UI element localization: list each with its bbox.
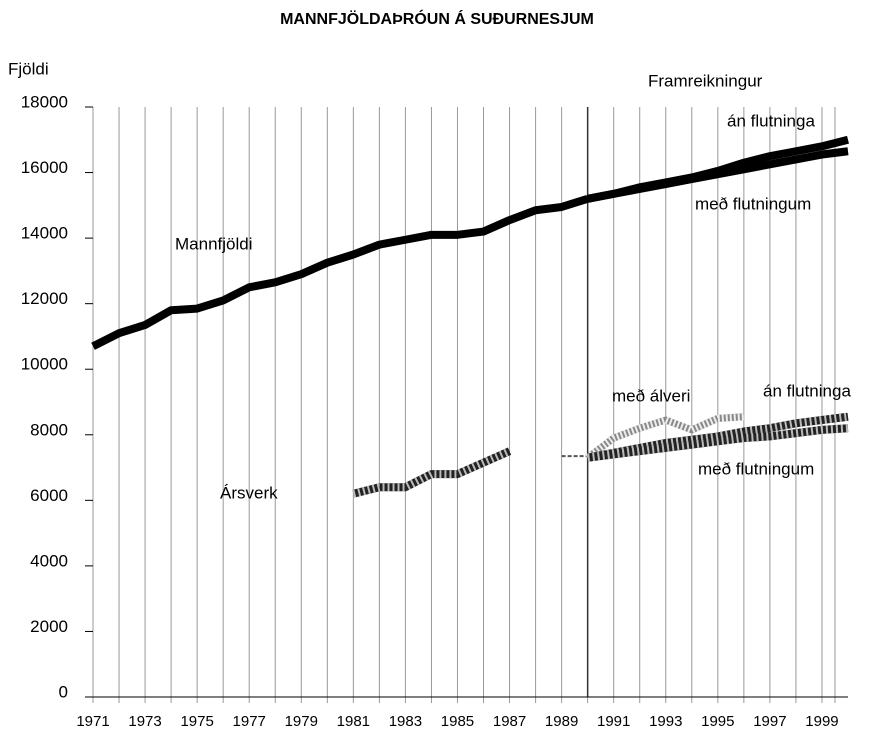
series-hatch xyxy=(586,412,849,462)
series-label: án flutninga xyxy=(727,111,815,130)
x-tick-label: 1973 xyxy=(128,713,161,730)
series-label: með álveri xyxy=(612,386,690,405)
series-line xyxy=(91,194,589,350)
series-hatch xyxy=(585,413,745,461)
y-axis-label: Fjöldi xyxy=(8,59,49,78)
x-tick-label: 1995 xyxy=(701,713,734,730)
x-tick-label: 1987 xyxy=(493,713,526,730)
x-tick-label: 1999 xyxy=(805,713,838,730)
y-tick-label: 4000 xyxy=(30,551,68,570)
x-tick-label: 1997 xyxy=(753,713,786,730)
series-label: Mannfjöldi xyxy=(175,234,253,253)
x-tick-label: 1993 xyxy=(649,713,682,730)
x-tick-label: 1975 xyxy=(180,713,213,730)
x-tick-label: 1985 xyxy=(441,713,474,730)
y-tick-label: 0 xyxy=(59,682,68,701)
y-tick-label: 2000 xyxy=(30,617,68,636)
series-label: án flutninga xyxy=(763,381,851,400)
series-label: með flutningum xyxy=(698,459,814,478)
y-tick-label: 14000 xyxy=(21,224,68,243)
x-tick-label: 1991 xyxy=(597,713,630,730)
y-tick-label: 12000 xyxy=(21,289,68,308)
annotation: Framreikningur xyxy=(648,71,763,90)
series-line xyxy=(586,147,849,203)
series-label: Ársverk xyxy=(220,483,278,502)
y-tick-label: 6000 xyxy=(30,486,68,505)
x-tick-label: 1981 xyxy=(337,713,370,730)
y-tick-label: 18000 xyxy=(21,92,68,111)
series-hatch xyxy=(352,447,512,498)
series-label: með flutningum xyxy=(695,194,811,213)
x-tick-label: 1977 xyxy=(233,713,266,730)
x-tick-label: 1979 xyxy=(285,713,318,730)
series-hatch xyxy=(587,424,849,462)
y-tick-label: 16000 xyxy=(21,158,68,177)
y-tick-label: 8000 xyxy=(30,420,68,439)
x-tick-label: 1971 xyxy=(76,713,109,730)
x-tick-label: 1983 xyxy=(389,713,422,730)
x-tick-label: 1989 xyxy=(545,713,578,730)
chart-title: MANNFJÖLDAÞRÓUN Á SUÐURNESJUM xyxy=(280,9,594,28)
y-tick-label: 10000 xyxy=(21,355,68,374)
